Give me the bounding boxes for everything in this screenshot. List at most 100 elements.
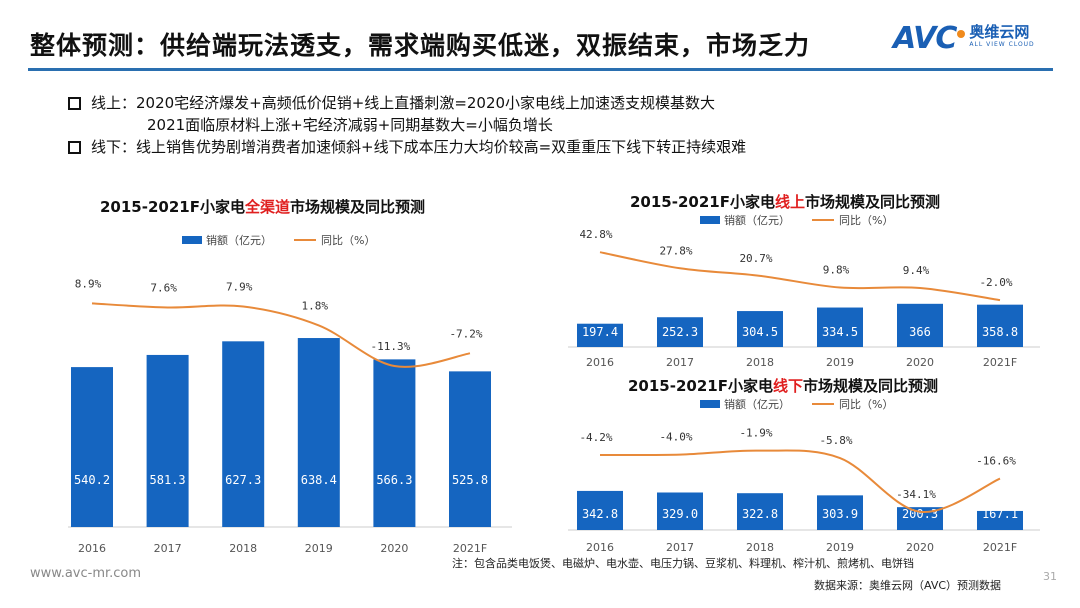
yoy-label-2017: 7.6% <box>150 281 177 294</box>
x-tick-2019: 2019 <box>826 541 854 554</box>
legend-bar-swatch <box>700 216 720 224</box>
bar-2017 <box>146 354 189 527</box>
x-tick-2021F: 2021F <box>983 541 1017 554</box>
title-divider <box>28 68 1053 71</box>
bullet-offline: 线下：线上销售优势剧增消费者加速倾斜+线下成本压力大均价较高=双重重压下线下转正… <box>68 136 746 158</box>
yoy-label-2020: 9.4% <box>903 264 930 277</box>
website-url: www.avc-mr.com <box>30 566 142 581</box>
legend-bar-swatch <box>182 236 202 244</box>
yoy-label-2019: 9.8% <box>823 264 850 277</box>
bar-2020 <box>897 507 943 530</box>
legend-bar-swatch <box>700 400 720 408</box>
data-source: 数据来源：奥维云网（AVC）预测数据 <box>814 579 1002 592</box>
yoy-label-2017: 27.8% <box>659 244 692 257</box>
yoy-label-2017: -4.0% <box>659 431 692 444</box>
x-tick-2016: 2016 <box>78 542 106 555</box>
logo-en: ALL VIEW CLOUD <box>969 41 1035 48</box>
chart-online-legend: 销额（亿元） 同比（%） <box>700 212 893 228</box>
bar-label-2016: 197.4 <box>582 325 618 339</box>
bar-2019 <box>817 307 863 347</box>
page-number: 31 <box>1043 570 1057 583</box>
x-tick-2017: 2017 <box>666 356 694 369</box>
footnote: 注：包含品类电饭煲、电磁炉、电水壶、电压力锅、豆浆机、料理机、榨汁机、煎烤机、电… <box>452 557 914 570</box>
logo-brand: AVC <box>893 21 957 56</box>
yoy-label-2019: 1.8% <box>302 299 329 312</box>
x-tick-2018: 2018 <box>229 542 257 555</box>
avc-logo: AVC 奥维云网 ALL VIEW CLOUD <box>893 24 1035 54</box>
yoy-label-2018: -1.9% <box>739 427 772 440</box>
x-tick-2020: 2020 <box>380 542 408 555</box>
bar-2016 <box>577 490 623 530</box>
yoy-label-2021F: -7.2% <box>449 327 482 340</box>
bar-label-2017: 252.3 <box>662 325 698 339</box>
x-tick-2019: 2019 <box>826 356 854 369</box>
bar-label-2016: 540.2 <box>74 473 110 487</box>
bar-2021F <box>977 304 1023 347</box>
bar-label-2017: 581.3 <box>150 473 186 487</box>
logo-cn: 奥维云网 <box>969 23 1030 41</box>
bar-label-2018: 322.8 <box>742 507 778 521</box>
square-bullet-icon <box>68 140 81 154</box>
bullet-online: 线上：2020宅经济爆发+高频低价促销+线上直播刺激=2020小家电线上加速透支… <box>68 92 746 114</box>
yoy-label-2016: 8.9% <box>75 277 102 290</box>
bar-label-2019: 334.5 <box>822 325 858 339</box>
logo-dot-icon <box>957 30 966 38</box>
yoy-line <box>91 302 471 368</box>
chart-all-legend: 销额（亿元） 同比（%） <box>182 232 375 248</box>
x-tick-2018: 2018 <box>746 356 774 369</box>
bar-label-2021F: 525.8 <box>452 473 488 487</box>
bar-2020 <box>373 359 416 527</box>
chart-all-title: 2015-2021F小家电全渠道市场规模及同比预测 <box>100 198 425 216</box>
page-title: 整体预测：供给端玩法透支，需求端购买低迷，双振结束，市场乏力 <box>30 31 811 60</box>
yoy-label-2016: -4.2% <box>579 431 612 444</box>
bar-label-2018: 304.5 <box>742 325 778 339</box>
square-bullet-icon <box>68 96 81 110</box>
bar-label-2020: 200.3 <box>902 507 938 521</box>
yoy-label-2020: -34.1% <box>896 488 936 501</box>
x-tick-2016: 2016 <box>586 541 614 554</box>
x-tick-2021F: 2021F <box>983 356 1017 369</box>
bar-label-2018: 627.3 <box>225 473 261 487</box>
bar-2018 <box>737 493 783 530</box>
legend-line-swatch <box>812 219 834 221</box>
x-tick-2020: 2020 <box>906 541 934 554</box>
bullet-text: 线下：线上销售优势剧增消费者加速倾斜+线下成本压力大均价较高=双重重压下线下转正… <box>91 138 747 156</box>
bullet-list: 线上：2020宅经济爆发+高频低价促销+线上直播刺激=2020小家电线上加速透支… <box>68 92 746 158</box>
yoy-label-2018: 20.7% <box>739 252 772 265</box>
x-tick-2020: 2020 <box>906 356 934 369</box>
x-tick-2017: 2017 <box>154 542 182 555</box>
bar-2020 <box>897 303 943 347</box>
yoy-label-2019: -5.8% <box>819 434 852 447</box>
legend-line-swatch <box>812 403 834 405</box>
yoy-label-2021F: -2.0% <box>979 276 1012 289</box>
x-tick-2016: 2016 <box>586 356 614 369</box>
x-tick-2017: 2017 <box>666 541 694 554</box>
x-tick-2021F: 2021F <box>453 542 487 555</box>
bar-2019 <box>297 338 340 527</box>
bar-label-2020: 366 <box>909 325 931 339</box>
bar-2021F <box>449 371 491 527</box>
chart-online-title: 2015-2021F小家电线上市场规模及同比预测 <box>630 193 940 211</box>
yoy-label-2021F: -16.6% <box>976 455 1016 468</box>
bar-2017 <box>657 317 703 347</box>
x-tick-2019: 2019 <box>305 542 333 555</box>
bar-label-2021F: 167.1 <box>982 507 1018 521</box>
legend-line-swatch <box>294 239 316 241</box>
bar-label-2019: 303.9 <box>822 507 858 521</box>
bar-2018 <box>222 341 265 527</box>
bar-2018 <box>737 311 783 347</box>
yoy-label-2016: 42.8% <box>579 228 612 241</box>
bar-2019 <box>817 495 863 530</box>
bar-label-2016: 342.8 <box>582 507 618 521</box>
yoy-label-2018: 7.9% <box>226 281 253 294</box>
bar-2016 <box>577 323 623 347</box>
bullet-text-cont: 2021面临原材料上涨+宅经济减弱+同期基数大=小幅负增长 <box>147 116 553 134</box>
yoy-line <box>599 251 1001 302</box>
x-tick-2018: 2018 <box>746 541 774 554</box>
bar-2021F <box>977 510 1023 530</box>
bar-label-2021F: 358.8 <box>982 325 1018 339</box>
bar-label-2019: 638.4 <box>301 473 337 487</box>
chart-offline-title: 2015-2021F小家电线下市场规模及同比预测 <box>628 377 938 395</box>
yoy-label-2020: -11.3% <box>371 340 411 353</box>
